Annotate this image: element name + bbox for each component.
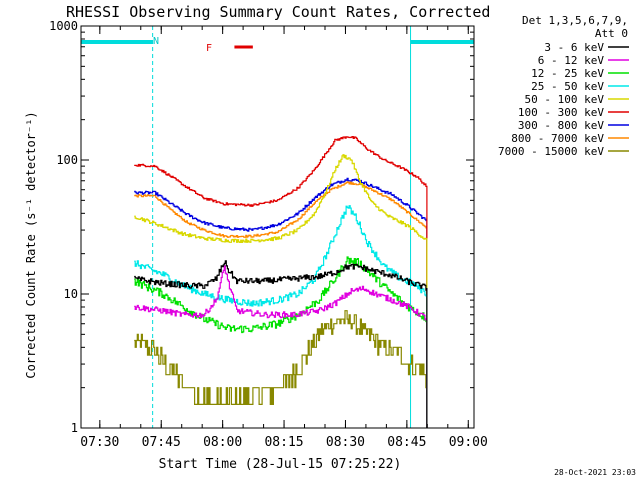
- series-trace-1: [134, 265, 428, 428]
- series-line-4: [134, 154, 428, 428]
- plot-frame: [80, 25, 475, 429]
- y-tick-label-0: 1: [71, 421, 78, 435]
- series-line-1: [134, 265, 428, 428]
- series-trace-6: [134, 177, 428, 428]
- legend-label-4: 50 - 100 keV: [525, 93, 605, 106]
- x-axis-label: Start Time (28-Jul-15 07:25:22): [159, 457, 402, 472]
- x-tick-label-0: 07:30: [80, 435, 119, 450]
- legend-label-6: 300 - 800 keV: [518, 119, 604, 132]
- legend-label-8: 7000 - 15000 keV: [498, 145, 604, 158]
- series-line-0: [134, 260, 428, 428]
- series-trace-4: [134, 154, 428, 428]
- legend-label-2: 12 - 25 keV: [531, 67, 604, 80]
- y-tick-label-3: 1000: [49, 19, 78, 33]
- timestamp-label: 28-Oct-2021 23:03: [554, 468, 636, 477]
- legend-label-5: 100 - 300 keV: [518, 106, 604, 119]
- legend-label-1: 6 - 12 keV: [538, 54, 605, 67]
- y-tick-label-1: 10: [64, 287, 78, 301]
- x-tick-label-3: 08:15: [264, 435, 303, 450]
- series-trace-5: [134, 136, 428, 428]
- x-tick-label-2: 08:00: [203, 435, 242, 450]
- series-line-5: [134, 136, 428, 428]
- series-line-8: [134, 310, 428, 428]
- legend-header-attenuator: Att 0: [595, 27, 628, 40]
- legend-label-0: 3 - 6 keV: [544, 41, 604, 54]
- legend-header-detectors: Det 1,3,5,6,7,9,: [522, 14, 628, 27]
- night-marker-label: N: [153, 36, 159, 47]
- y-tick-label-2: 100: [56, 153, 78, 167]
- series-line-6: [134, 177, 428, 428]
- series-trace-8: [134, 310, 428, 428]
- y-axis-label: Corrected Count Rate (s⁻¹ detector⁻¹): [24, 111, 38, 378]
- series-trace-7: [134, 181, 428, 428]
- chart-title: RHESSI Observing Summary Count Rates, Co…: [66, 3, 490, 21]
- series-trace-2: [134, 256, 428, 428]
- flare-marker-label: F: [206, 43, 212, 54]
- x-tick-label-4: 08:30: [326, 435, 365, 450]
- series-line-7: [134, 181, 428, 428]
- legend-label-3: 25 - 50 keV: [531, 80, 604, 93]
- x-tick-label-1: 07:45: [142, 435, 181, 450]
- x-tick-label-6: 09:00: [449, 435, 488, 450]
- series-line-2: [134, 256, 428, 428]
- series-trace-0: [134, 260, 428, 428]
- x-tick-label-5: 08:45: [387, 435, 426, 450]
- legend-label-7: 800 - 7000 keV: [511, 132, 604, 145]
